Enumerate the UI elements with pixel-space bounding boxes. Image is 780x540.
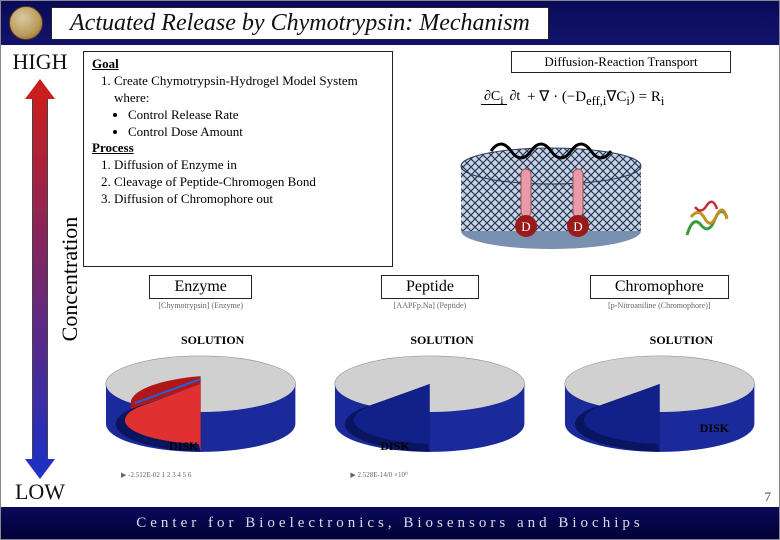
peptide-note: [AAPFp.Na] (Peptide) xyxy=(320,301,539,310)
disk-label-1: DISK xyxy=(169,439,198,454)
scale-low-label: LOW xyxy=(15,479,65,505)
goal-heading: Goal xyxy=(92,56,119,71)
disk-label-2: DISK xyxy=(380,439,409,454)
process-item-1: Diffusion of Enzyme in xyxy=(114,157,384,174)
scale-high-label: HIGH xyxy=(13,49,68,75)
solution-label-3: SOLUTION xyxy=(650,333,713,348)
slide-title: Actuated Release by Chymotrypsin: Mechan… xyxy=(51,7,549,40)
concentration-axis-label: Concentration xyxy=(57,217,83,342)
goal-bullet-b: Control Dose Amount xyxy=(128,124,384,141)
d-label-1: D xyxy=(521,219,530,234)
hydrogel-cylinder-diagram: D D xyxy=(451,131,651,251)
title-bar: Actuated Release by Chymotrypsin: Mechan… xyxy=(1,1,779,45)
disk-label-3: DISK xyxy=(700,421,729,436)
goal-box: Goal Create Chymotrypsin-Hydrogel Model … xyxy=(83,51,393,267)
solution-label-2: SOLUTION xyxy=(410,333,473,348)
disk-diagram-row: SOLUTION DISK ▶ -2.512E-02 1 2 3 4 5 6 S… xyxy=(91,329,769,479)
page-number: 7 xyxy=(765,489,772,505)
footer-bar: Center for Bioelectronics, Biosensors an… xyxy=(1,507,779,539)
d-label-2: D xyxy=(573,219,582,234)
disk-enzyme: SOLUTION DISK ▶ -2.512E-02 1 2 3 4 5 6 xyxy=(91,329,310,479)
goal-bullet-a: Control Release Rate xyxy=(128,107,384,124)
process-item-2: Cleavage of Peptide-Chromogen Bond xyxy=(114,174,384,191)
chromophore-note: [p-Nitroaniline (Chromophore)] xyxy=(550,301,769,310)
disk-peptide: SOLUTION DISK ▶ 2.528E-14/0 ×10⁰ xyxy=(320,329,539,479)
enzyme-ribbon-icon xyxy=(681,195,733,247)
process-item-3: Diffusion of Chromophore out xyxy=(114,191,384,208)
chromophore-label: Chromophore xyxy=(590,275,729,299)
enzyme-note: [Chymotrypsin] (Enzyme) xyxy=(91,301,310,310)
component-labels-row: Enzyme [Chymotrypsin] (Enzyme) Peptide [… xyxy=(91,275,769,310)
disk-chromophore: SOLUTION DISK xyxy=(550,329,769,479)
process-heading: Process xyxy=(92,140,134,155)
goal-item-1: Create Chymotrypsin-Hydrogel Model Syste… xyxy=(114,73,384,107)
slide-body: HIGH Concentration LOW Goal Create Chymo… xyxy=(1,45,779,507)
transport-equation: ∂Ci∂t + ∇ · (−Deff,i∇Ci) = Ri xyxy=(481,87,664,109)
institution-logo-icon xyxy=(9,6,43,40)
gradient-arrow-icon: Concentration xyxy=(25,79,55,479)
enzyme-label: Enzyme xyxy=(149,275,251,299)
transport-header: Diffusion-Reaction Transport xyxy=(511,51,731,73)
peptide-label: Peptide xyxy=(381,275,479,299)
concentration-scale: HIGH Concentration LOW xyxy=(5,49,75,505)
solution-label-1: SOLUTION xyxy=(181,333,244,348)
